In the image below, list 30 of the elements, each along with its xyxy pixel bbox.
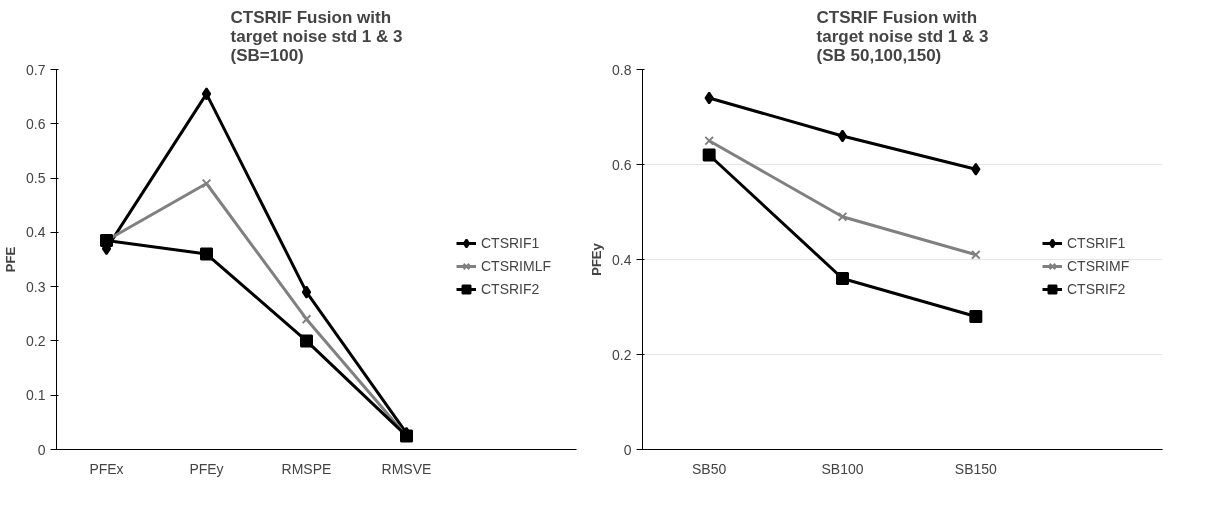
- chart-title: CTSRIF Fusion with target noise std 1 & 3 (SB 50,100,150): [816, 7, 989, 65]
- x-tick-label: PFEx: [89, 460, 124, 477]
- y-tick-label: 0.3: [26, 278, 46, 295]
- legend-label: CTSRIMF: [1067, 258, 1130, 274]
- y-tick-label: 0: [623, 441, 632, 458]
- legend-label: CTSRIMLF: [481, 258, 551, 274]
- y-tick-label: 0.6: [26, 115, 46, 132]
- y-tick-label: 0.2: [612, 346, 632, 363]
- y-tick-label: 0.1: [26, 387, 46, 404]
- legend-label: CTSRIF2: [1067, 281, 1126, 297]
- y-axis-title: PFE: [3, 246, 19, 273]
- legend-label: CTSRIF2: [481, 281, 540, 297]
- x-tick-label: SB100: [821, 460, 864, 477]
- y-tick-label: 0.4: [612, 251, 632, 268]
- legend-label: CTSRIF1: [481, 235, 540, 251]
- x-tick-label: RMSVE: [381, 460, 432, 477]
- y-tick-label: 0.7: [26, 61, 46, 78]
- y-tick-label: 0.8: [612, 61, 632, 78]
- y-tick-label: 0: [37, 441, 46, 458]
- y-tick-label: 0.5: [26, 170, 46, 187]
- y-tick-label: 0.2: [26, 332, 46, 349]
- chart-title: CTSRIF Fusion with target noise std 1 & 3 (SB=100): [230, 7, 403, 65]
- x-tick-label: PFEy: [189, 460, 224, 477]
- y-tick-label: 0.4: [26, 224, 46, 241]
- y-axis-title: PFEy: [589, 242, 605, 276]
- legend-label: CTSRIF1: [1067, 235, 1126, 251]
- x-tick-label: SB150: [954, 460, 998, 477]
- y-tick-label: 0.6: [612, 156, 632, 173]
- x-tick-label: RMSPE: [281, 460, 332, 477]
- x-tick-label: SB50: [692, 460, 727, 477]
